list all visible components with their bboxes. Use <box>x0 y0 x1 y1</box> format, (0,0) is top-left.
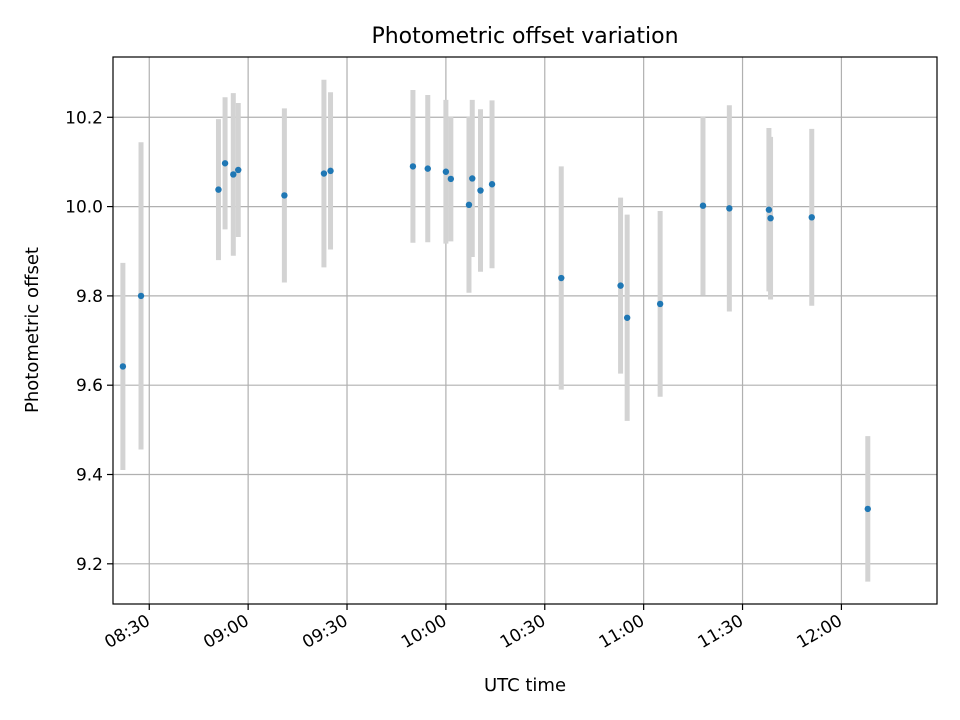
y-tick-label: 9.8 <box>76 287 103 307</box>
data-point <box>235 166 242 174</box>
data-point <box>327 167 334 175</box>
data-point <box>558 274 565 282</box>
data-point <box>409 163 417 170</box>
y-tick-label: 10.0 <box>65 198 103 218</box>
data-point <box>320 170 328 177</box>
data-point <box>477 187 484 194</box>
chart-title: Photometric offset variation <box>371 24 678 49</box>
data-point <box>137 292 145 300</box>
data-point <box>230 171 237 178</box>
data-point <box>623 314 631 321</box>
x-axis-label: UTC time <box>484 675 566 696</box>
data-point <box>864 505 871 513</box>
y-axis-label: Photometric offset <box>22 247 43 413</box>
data-point <box>215 186 222 193</box>
y-axis-ticks: 9.2 9.4 9.6 9.8 10.0 10.2 <box>65 108 113 575</box>
data-point <box>765 206 773 213</box>
data-point <box>221 160 229 167</box>
data-point <box>488 181 496 188</box>
markers <box>119 160 871 513</box>
y-tick-label: 9.2 <box>76 555 103 575</box>
data-point <box>447 175 455 183</box>
data-point <box>119 363 127 370</box>
y-tick-label: 10.2 <box>65 108 103 128</box>
y-tick-label: 9.4 <box>76 466 103 486</box>
data-point <box>699 202 707 209</box>
plot-frame <box>112 56 938 605</box>
data-point <box>424 165 431 172</box>
data-point <box>808 214 815 221</box>
data-point <box>656 300 664 308</box>
data-point <box>617 282 624 289</box>
data-point <box>442 168 450 175</box>
data-point <box>469 175 476 182</box>
data-point <box>726 205 733 212</box>
grid <box>113 57 937 604</box>
data-point <box>465 201 473 209</box>
data-point <box>767 214 774 222</box>
y-tick-label: 9.6 <box>76 376 103 396</box>
data-point <box>281 192 288 199</box>
